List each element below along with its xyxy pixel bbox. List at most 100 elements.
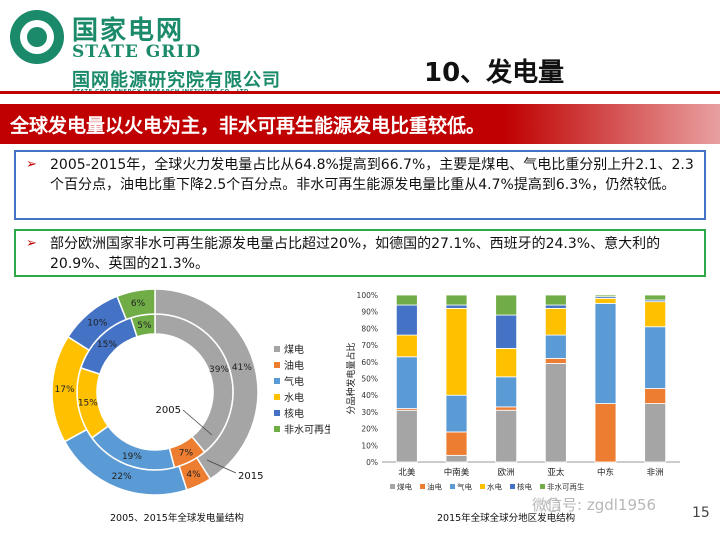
- watermark: 微信号: zgdl1956: [532, 496, 657, 514]
- legend-label: 非水可再生: [284, 423, 330, 436]
- slide-title: 10、发电量: [424, 58, 565, 88]
- donut-slice-label: 17%: [55, 385, 75, 395]
- wechat-icon: [546, 498, 560, 512]
- legend-swatch-核电: [274, 410, 280, 416]
- y-axis-label: 分品种发电量占比: [345, 342, 357, 414]
- donut-chart-caption: 2005、2015年全球发电量结构: [110, 513, 244, 524]
- bar-legend-label: 核电: [517, 482, 532, 492]
- state-grid-emblem-icon: [10, 10, 64, 64]
- legend-swatch-煤电: [274, 346, 280, 352]
- state-grid-logo: 国家电网 STATE GRID 国网能源研究院有限公司 STATE GRID E…: [6, 4, 286, 99]
- y-tick-label: 80%: [361, 324, 378, 333]
- x-category-label: 中南美: [444, 467, 470, 478]
- y-tick-label: 60%: [361, 358, 378, 367]
- donut-slice-label: 7%: [179, 449, 194, 459]
- x-category-label: 亚太: [547, 467, 565, 478]
- donut-slice-label: 6%: [131, 299, 146, 309]
- bar-segment-非水可再生: [395, 294, 418, 306]
- y-tick-label: 100%: [357, 291, 378, 300]
- bar-segment-非水可再生: [445, 294, 468, 306]
- legend-swatch-水电: [274, 394, 280, 400]
- bar-chart-caption: 2015年全球全球分地区发电结构: [437, 513, 576, 524]
- ring-label-2015: 2015: [238, 471, 263, 482]
- bar-legend-label: 非水可再生: [547, 482, 585, 492]
- bar-segment-水电: [495, 348, 518, 378]
- bar-segment-气电: [395, 356, 418, 409]
- bar-segment-气电: [495, 376, 518, 408]
- donut-slice-label: 15%: [78, 399, 98, 409]
- bullet-text-2: 部分欧洲国家非水可再生能源发电量占比超过20%，如德国的27.1%、西班牙的24…: [50, 236, 661, 272]
- bar-segment-非水可再生: [594, 294, 617, 298]
- y-tick-label: 20%: [361, 425, 378, 434]
- donut-chart: 39% 7% 19% 15% 15% 5% 41% 4% 22% 17% 10% 6% 2005 2015…: [51, 288, 330, 496]
- donut-slice-label: 39%: [209, 365, 229, 375]
- donut-slice-2015-5: [116, 288, 156, 321]
- bar-legend-swatch-非水可再生: [540, 484, 545, 489]
- y-tick-label: 40%: [361, 391, 378, 400]
- bar-segment-气电: [644, 326, 667, 389]
- bar-segment-非水可再生: [644, 294, 667, 301]
- bar-segment-气电: [594, 302, 617, 404]
- bar-segment-非水可再生: [495, 294, 518, 316]
- ring-label-2005: 2005: [156, 405, 181, 416]
- donut-slice-label: 4%: [186, 470, 201, 480]
- bar-segment-气电: [544, 334, 567, 359]
- bar-segment-煤电: [445, 454, 468, 463]
- org-name: 国网能源研究院有限公司: [72, 70, 281, 91]
- ring-2005-leader: [182, 409, 213, 436]
- donut-slice-label: 5%: [137, 321, 152, 331]
- bar-legend-swatch-煤电: [390, 484, 395, 489]
- bar-segment-煤电: [644, 403, 667, 463]
- donut-slice-label: 15%: [97, 340, 117, 350]
- bar-segment-气电: [445, 394, 468, 433]
- bullet-box-1: ➢ 2005-2015年，全球火力发电量占比从64.8%提高到66.7%，主要是…: [14, 150, 706, 220]
- donut-slice-label: 19%: [122, 452, 142, 462]
- x-category-label: 中东: [597, 467, 614, 478]
- bullet-text-1: 2005-2015年，全球火力发电量占比从64.8%提高到66.7%，主要是煤电…: [50, 157, 694, 193]
- legend-label: 水电: [284, 391, 304, 404]
- y-tick-label: 10%: [361, 441, 378, 450]
- bar-segment-煤电: [495, 409, 518, 463]
- bar-segment-水电: [395, 334, 418, 358]
- bar-segment-油电: [644, 388, 667, 404]
- bullet-arrow-icon: ➢: [26, 236, 37, 251]
- y-tick-label: 90%: [361, 308, 378, 317]
- bar-segment-油电: [544, 358, 567, 364]
- legend-label: 煤电: [284, 343, 304, 356]
- bar-legend-swatch-水电: [480, 484, 485, 489]
- bar-legend-label: 煤电: [397, 482, 412, 492]
- bar-segment-油电: [495, 406, 518, 411]
- logo-cn-text: 国家电网: [72, 16, 185, 46]
- header-divider: [0, 91, 720, 94]
- legend-swatch-气电: [274, 378, 280, 384]
- legend-swatch-非水可再生: [274, 426, 280, 432]
- summary-banner-text: 全球发电量以火电为主，非水可再生能源发电比重较低。: [10, 115, 486, 137]
- bar-segment-煤电: [544, 363, 567, 463]
- bar-segment-油电: [594, 403, 617, 463]
- bar-segment-水电: [544, 307, 567, 336]
- bar-segment-核电: [395, 304, 418, 336]
- donut-slice-label: 10%: [87, 318, 107, 328]
- page-number: 15: [692, 505, 710, 521]
- y-tick-label: 50%: [361, 375, 378, 384]
- legend-swatch-油电: [274, 362, 280, 368]
- bar-legend-label: 气电: [457, 482, 472, 492]
- bar-segment-非水可再生: [544, 294, 567, 306]
- donut-slice-label: 22%: [112, 472, 132, 482]
- bar-legend-swatch-油电: [420, 484, 425, 489]
- y-tick-label: 0%: [366, 458, 378, 467]
- summary-banner: 全球发电量以火电为主，非水可再生能源发电比重较低。: [0, 104, 720, 144]
- legend-label: 气电: [284, 375, 304, 388]
- bar-segment-水电: [445, 307, 468, 396]
- y-tick-label: 30%: [361, 408, 378, 417]
- y-tick-label: 70%: [361, 341, 378, 350]
- x-category-label: 欧洲: [498, 467, 515, 478]
- bar-segment-核电: [544, 304, 567, 309]
- bar-segment-油电: [445, 431, 468, 456]
- bar-segment-核电: [495, 314, 518, 349]
- bar-segment-煤电: [395, 409, 418, 463]
- bullet-box-2: ➢ 部分欧洲国家非水可再生能源发电量占比超过20%，如德国的27.1%、西班牙的…: [14, 229, 706, 277]
- bar-legend-swatch-气电: [450, 484, 455, 489]
- x-category-label: 北美: [398, 467, 416, 478]
- bar-segment-水电: [644, 301, 667, 328]
